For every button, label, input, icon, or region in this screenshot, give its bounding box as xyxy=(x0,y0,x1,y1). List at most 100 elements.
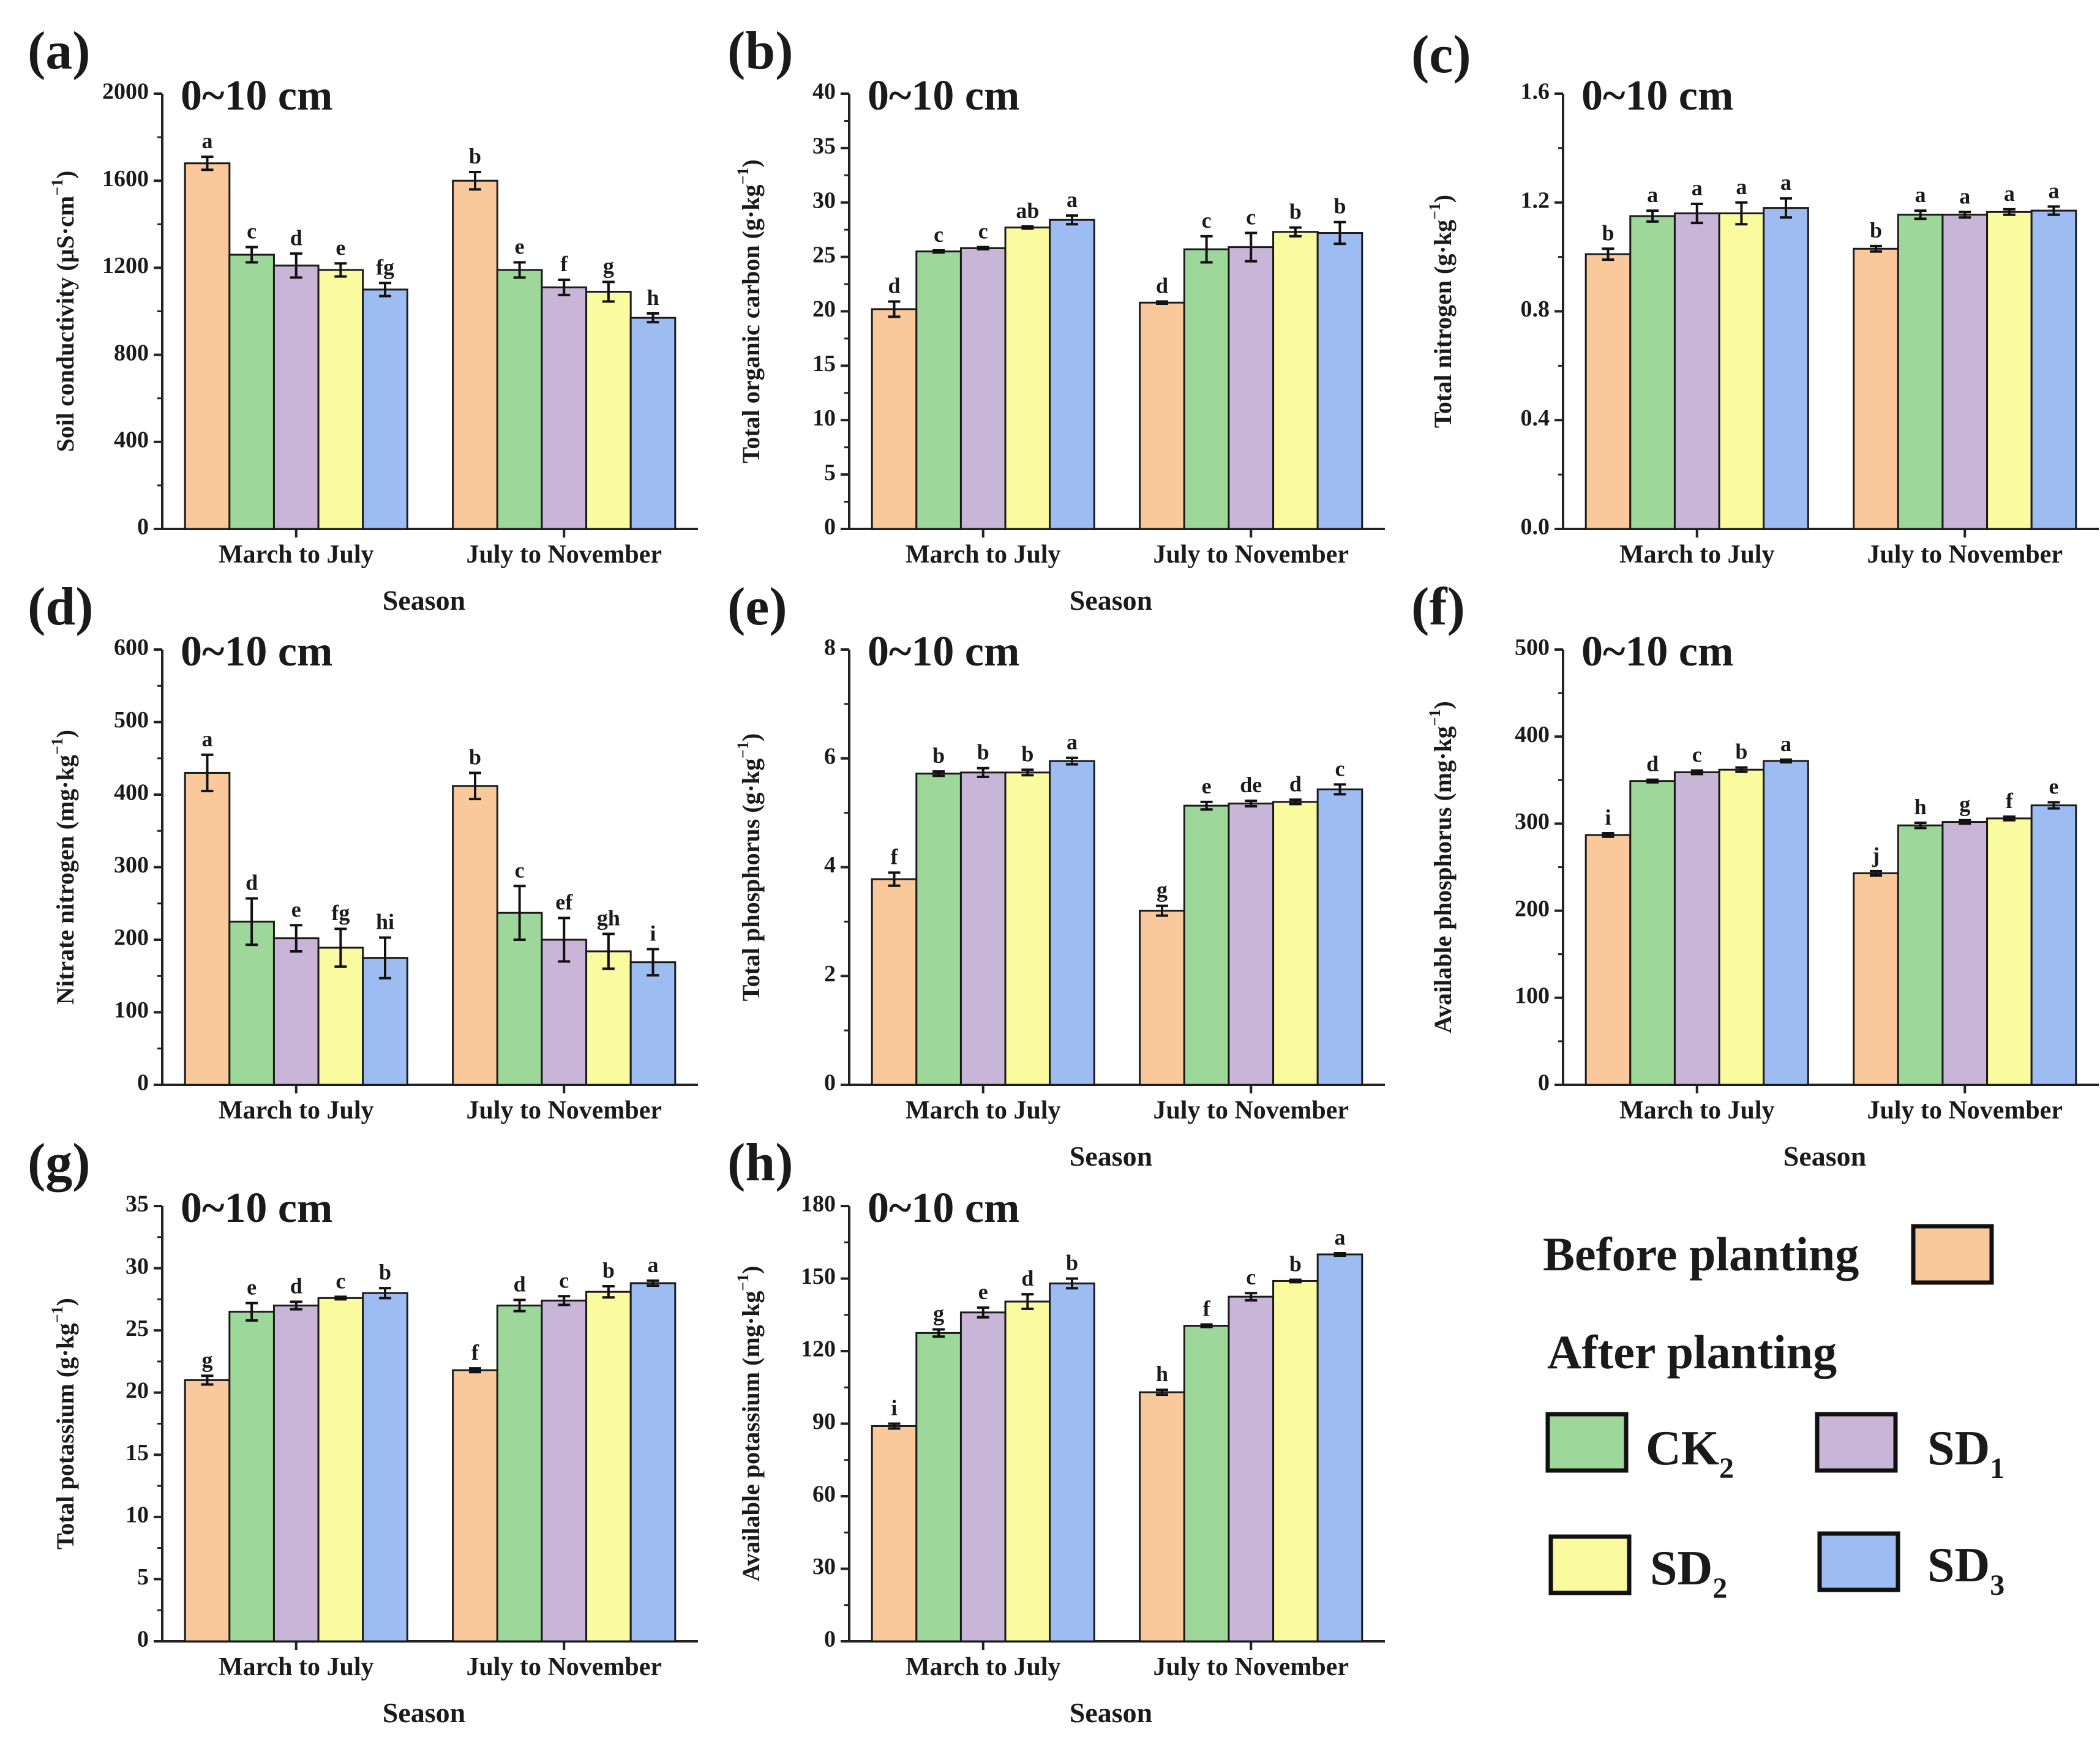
legend-label-ck2: CK2 xyxy=(1646,1422,1734,1485)
y-tick-label: 15 xyxy=(126,1440,149,1466)
x-axis-label: Season xyxy=(383,585,465,616)
significance-letter: c xyxy=(336,1268,345,1293)
bar xyxy=(317,946,364,1086)
significance-letter: a xyxy=(2004,181,2015,206)
bar xyxy=(184,771,231,1086)
significance-letter: e xyxy=(2049,774,2059,799)
y-tick-label: 35 xyxy=(126,1191,149,1217)
significance-letter: a xyxy=(2049,178,2060,203)
bar xyxy=(1986,211,2033,530)
significance-letter: ab xyxy=(1016,198,1039,223)
y-tick-label: 4 xyxy=(824,852,836,878)
y-axis-label: Available potassium (mg·kg−1) xyxy=(734,1265,765,1581)
bar xyxy=(915,773,962,1086)
bar xyxy=(272,1305,320,1643)
x-category-label: July to November xyxy=(1153,541,1349,569)
significance-letter: c xyxy=(1335,756,1345,781)
bar xyxy=(1139,301,1185,530)
x-category-label: July to November xyxy=(1867,541,2063,569)
chart-panel: (a) 0~10 cm 0 400 800 1200 1600 2000 Soil conduc… xyxy=(28,21,698,616)
significance-letter: de xyxy=(1240,773,1262,797)
bar xyxy=(541,286,588,530)
significance-letter: e xyxy=(291,897,301,921)
significance-letter: b xyxy=(1735,740,1747,764)
significance-letter: a xyxy=(1067,730,1078,754)
chart-panel: (d) 0~10 cm 0 100 200 300 400 500 600 Nitrate nit… xyxy=(28,577,698,1125)
y-tick-label: 400 xyxy=(114,427,149,453)
significance-letter: j xyxy=(1872,843,1880,867)
bar xyxy=(1718,212,1765,530)
bar xyxy=(1049,1282,1095,1643)
legend-swatch-sd3 xyxy=(1817,1531,1900,1592)
x-category-label: July to November xyxy=(466,1653,662,1681)
chart-panel: (f) 0~10 cm 0 100 200 300 400 500 Available phos… xyxy=(1411,577,2099,1172)
bar xyxy=(1316,1253,1363,1643)
bar xyxy=(1183,804,1230,1086)
y-tick-label: 30 xyxy=(812,187,836,213)
y-tick-label: 30 xyxy=(812,1554,836,1579)
bar xyxy=(1049,219,1095,530)
legend-swatch-sd2 xyxy=(1548,1534,1632,1595)
depth-label: 0~10 cm xyxy=(181,628,332,675)
x-axis-label: Season xyxy=(1070,585,1152,616)
bar xyxy=(1941,214,1989,530)
significance-letter: d xyxy=(514,1272,526,1296)
bar xyxy=(317,1297,364,1643)
legend-label-sd3: SD3 xyxy=(1927,1538,2004,1602)
significance-letter: h xyxy=(1914,795,1927,819)
significance-letter: c xyxy=(559,1268,569,1292)
chart-panel: (c) 0~10 cm 0.0 0.4 0.8 1.2 1.6 Total nitrogen … xyxy=(1411,25,2099,569)
bar xyxy=(629,317,677,530)
significance-letter: a xyxy=(1959,184,1970,208)
significance-letter: b xyxy=(469,744,481,769)
bar xyxy=(959,1311,1007,1643)
chart-panel: (h) 0~10 cm 0 30 60 90 120 150 180 Available pota… xyxy=(727,1133,1385,1728)
x-axis-label: Season xyxy=(1070,1141,1152,1172)
bar xyxy=(1897,214,1944,530)
chart-panel: (g) 0~10 cm 0 5 10 15 20 25 30 35 Total potassium … xyxy=(28,1133,698,1728)
y-axis-label: Total organic carbon (g·kg−1) xyxy=(734,159,765,463)
bar xyxy=(1004,227,1051,530)
y-tick-label: 0 xyxy=(137,514,149,540)
significance-letter: d xyxy=(1646,752,1659,776)
y-tick-label: 400 xyxy=(114,780,149,806)
significance-letter: c xyxy=(978,219,988,244)
significance-letter: g xyxy=(202,1347,213,1372)
legend-before-title: Before planting xyxy=(1543,1227,1859,1281)
bar xyxy=(184,1379,231,1643)
legend-swatch-sd1 xyxy=(1815,1412,1898,1473)
y-tick-label: 300 xyxy=(114,852,149,878)
bar xyxy=(228,1311,275,1643)
significance-letter: b xyxy=(602,1258,615,1283)
bar xyxy=(2030,209,2077,530)
significance-letter: i xyxy=(1605,805,1611,830)
significance-letter: b xyxy=(932,743,945,768)
bar xyxy=(1139,910,1185,1086)
significance-letter: c xyxy=(1692,743,1702,767)
significance-letter: d xyxy=(1021,1266,1033,1291)
depth-label: 0~10 cm xyxy=(1581,628,1733,675)
bar xyxy=(228,920,275,1086)
bar xyxy=(915,250,962,530)
y-tick-label: 20 xyxy=(126,1377,149,1403)
significance-letter: b xyxy=(379,1260,391,1284)
y-tick-label: 60 xyxy=(812,1482,836,1507)
bar xyxy=(1004,1300,1051,1643)
legend-label-sd2: SD2 xyxy=(1650,1542,1727,1605)
x-category-label: March to July xyxy=(906,541,1061,569)
significance-letter: a xyxy=(1335,1225,1346,1250)
significance-letter: a xyxy=(1067,187,1078,212)
y-tick-label: 90 xyxy=(812,1409,836,1434)
y-tick-label: 15 xyxy=(812,351,836,377)
significance-letter: b xyxy=(1066,1251,1078,1275)
bar xyxy=(1629,215,1676,530)
bar xyxy=(629,961,677,1086)
x-category-label: July to November xyxy=(1153,1653,1349,1681)
x-category-label: March to July xyxy=(906,1096,1061,1125)
y-axis-label: Available phosphorus (mg·kg−1) xyxy=(1426,701,1457,1033)
depth-label: 0~10 cm xyxy=(181,72,332,119)
bar xyxy=(1272,1280,1319,1643)
y-tick-label: 20 xyxy=(812,296,836,322)
panel-label: (b) xyxy=(727,21,793,81)
